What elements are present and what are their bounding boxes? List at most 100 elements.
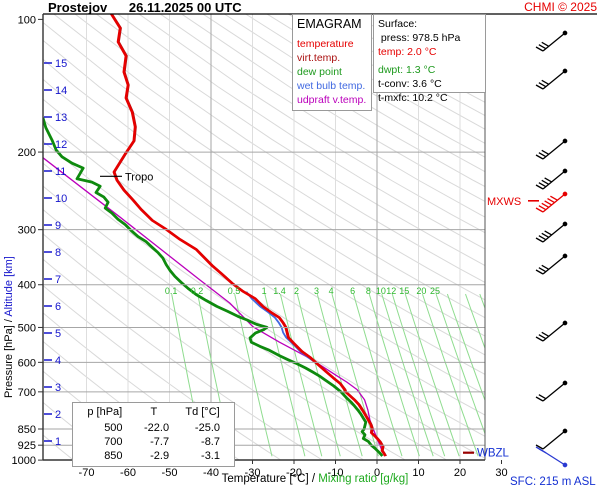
svg-text:20: 20 xyxy=(416,286,426,296)
svg-text:0.1: 0.1 xyxy=(165,286,178,296)
svg-text:4: 4 xyxy=(329,286,334,296)
legend-title: EMAGRAM xyxy=(297,17,362,31)
wind-barb xyxy=(535,221,568,243)
svg-text:1000: 1000 xyxy=(12,455,36,467)
wind-barb xyxy=(535,428,568,450)
svg-text:600: 600 xyxy=(18,357,36,369)
tropopause-label: Tropo xyxy=(125,171,153,183)
wind-barb xyxy=(535,30,568,52)
svg-text:3: 3 xyxy=(55,382,61,394)
svg-text:-70: -70 xyxy=(79,467,95,479)
levels-table-header-cell: T xyxy=(150,406,158,418)
copyright-watermark: CHMI © 2025 xyxy=(524,0,597,14)
station-elevation-label: SFC: 215 m ASL xyxy=(510,476,596,488)
y-axis-title: Pressure [hPa] / Altitude [km] xyxy=(3,256,15,398)
levels-table-header-cell: p [hPa] xyxy=(87,406,123,418)
svg-text:13: 13 xyxy=(55,112,67,124)
mxws-label: MXWS xyxy=(487,196,521,208)
svg-text:850: 850 xyxy=(18,424,36,436)
table-cell: -2.9 xyxy=(150,450,170,462)
svg-text:15: 15 xyxy=(399,286,409,296)
wind-barb xyxy=(535,68,568,90)
svg-text:12: 12 xyxy=(386,286,396,296)
svg-text:25: 25 xyxy=(430,286,440,296)
svg-text:20: 20 xyxy=(454,467,466,479)
wbzl-label: WBZL xyxy=(477,448,510,460)
wind-barb xyxy=(535,138,568,160)
svg-text:-50: -50 xyxy=(162,467,178,479)
svg-text:14: 14 xyxy=(55,85,67,97)
surface-info-line: t-conv: 3.6 °C xyxy=(378,78,442,90)
surface-info-line: Surface: xyxy=(378,18,418,30)
svg-text:6: 6 xyxy=(350,286,355,296)
legend-item: udpraft v.temp. xyxy=(297,94,367,106)
x-axis-title-temperature: Temperature [°C] / xyxy=(221,473,319,485)
levels-table-body: 500 -22.0 -25.0 700 -7.7 -8.7 850 -2.9 -3.1 xyxy=(79,421,228,463)
wind-barb xyxy=(535,320,568,342)
pressure-tick-labels: 100 200 300 400 500 600 700 850 925 1000 xyxy=(12,14,43,467)
wind-barb xyxy=(535,168,568,190)
svg-text:10: 10 xyxy=(412,467,424,479)
table-cell: -25.0 xyxy=(194,422,220,434)
table-row: 700 -7.7 -8.7 xyxy=(79,435,228,449)
levels-table: p [hPa] T Td [°C] 500 -22.0 -25.0 700 -7.7 -8.7… xyxy=(72,402,235,467)
sounding-datetime: 26.11.2025 00 UTC xyxy=(128,0,242,15)
y-axis-title-pressure: Pressure [hPa] / xyxy=(3,316,15,398)
svg-text:1: 1 xyxy=(262,286,267,296)
svg-text:400: 400 xyxy=(18,280,36,292)
svg-text:700: 700 xyxy=(18,387,36,399)
svg-text:10: 10 xyxy=(376,286,386,296)
svg-text:925: 925 xyxy=(18,440,36,452)
updraft-virtual-temp-curve xyxy=(43,157,386,457)
svg-text:4: 4 xyxy=(55,355,61,367)
legend-item: virt.temp. xyxy=(297,52,341,64)
page-title: Prostejov 26.11.2025 00 UTC xyxy=(48,0,242,15)
svg-text:100: 100 xyxy=(18,14,36,26)
station-name: Prostejov xyxy=(48,0,108,15)
table-cell: -22.0 xyxy=(144,422,170,434)
table-cell: -7.7 xyxy=(150,436,170,448)
surface-info-panel: Surface: press: 978.5 hPa temp: 2.0 °C dwp… xyxy=(373,14,486,104)
x-axis-title-mixing: Mixing ratio [g/kg] xyxy=(318,473,409,485)
mixing-ratio-labels: 0.1 0.2 0.5 1 1.4 2 3 4 6 8 10 12 15 20 25 xyxy=(165,286,440,296)
svg-text:30: 30 xyxy=(495,467,507,479)
svg-text:3: 3 xyxy=(314,286,319,296)
pressure-gridlines xyxy=(43,151,485,446)
svg-text:0.5: 0.5 xyxy=(228,286,241,296)
table-cell: 700 xyxy=(104,436,123,448)
svg-text:2: 2 xyxy=(55,409,61,421)
svg-text:200: 200 xyxy=(18,147,36,159)
table-cell: -8.7 xyxy=(201,436,220,448)
svg-text:7: 7 xyxy=(55,274,61,286)
wind-barb xyxy=(535,253,568,275)
svg-text:10: 10 xyxy=(55,193,67,205)
svg-text:1: 1 xyxy=(55,436,61,448)
legend-panel: EMAGRAM temperature virt.temp. dew point we… xyxy=(292,14,372,111)
svg-text:8: 8 xyxy=(55,247,61,259)
svg-text:12: 12 xyxy=(55,139,67,151)
table-cell: 500 xyxy=(104,422,123,434)
legend-items: temperature virt.temp. dew point wet bulb t… xyxy=(297,37,367,107)
svg-text:-20: -20 xyxy=(286,467,302,479)
table-cell: -3.1 xyxy=(201,450,220,462)
y-axis-title-altitude: Altitude [km] xyxy=(3,256,15,317)
svg-text:-30: -30 xyxy=(245,467,261,479)
wind-barb xyxy=(535,191,568,213)
surface-info-line: dwpt: 1.3 °C xyxy=(378,64,436,76)
svg-text:9: 9 xyxy=(55,220,61,232)
legend-item: wet bulb temp. xyxy=(297,80,366,92)
x-axis-title: Temperature [°C] / Mixing ratio [g/kg] xyxy=(150,473,480,485)
svg-text:0: 0 xyxy=(374,467,380,479)
levels-table-header: p [hPa] T Td [°C] xyxy=(79,405,228,421)
svg-text:-40: -40 xyxy=(203,467,219,479)
svg-text:300: 300 xyxy=(18,225,36,237)
svg-text:-60: -60 xyxy=(120,467,136,479)
svg-text:5: 5 xyxy=(55,328,61,340)
table-cell: 850 xyxy=(104,450,123,462)
svg-text:0.2: 0.2 xyxy=(191,286,204,296)
temperature-curve xyxy=(109,14,387,457)
surface-info-line: temp: 2.0 °C xyxy=(378,46,437,58)
svg-text:11: 11 xyxy=(55,166,66,178)
